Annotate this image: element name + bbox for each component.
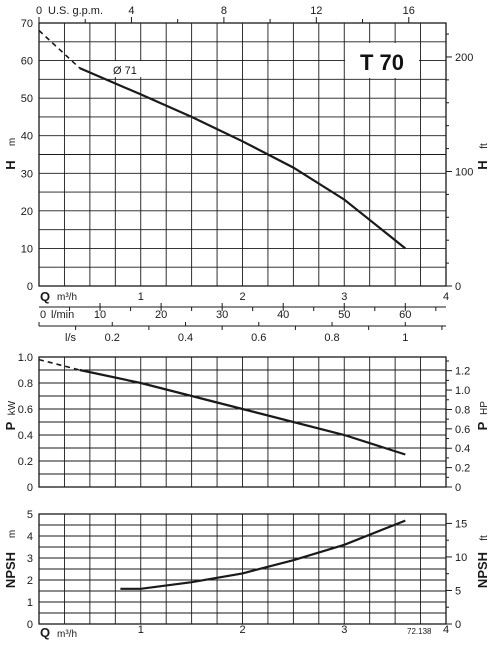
npsh-x-axis-unit: m³/h — [57, 629, 77, 640]
head-y-tick: 70 — [21, 18, 33, 30]
npsh-x-tick: 3 — [341, 624, 347, 636]
head-y-axis-label: H — [3, 160, 18, 169]
title-background — [345, 43, 419, 78]
flow-ls-tick: 0.2 — [105, 332, 120, 344]
head-y-tick: 60 — [21, 56, 33, 68]
power-y2-axis-label: P — [475, 421, 490, 430]
power-y-tick: 0.2 — [18, 456, 33, 468]
gpm-tick: 16 — [403, 5, 415, 17]
power-extrapolated-line — [38, 358, 80, 371]
npsh-x-tick: 4 — [443, 624, 449, 636]
npsh-y-tick: 1 — [27, 597, 33, 609]
gpm-label: U.S. g.p.m. — [48, 5, 103, 17]
head-y-tick: 40 — [21, 131, 33, 143]
power-y2-tick: 0.6 — [455, 424, 470, 436]
npsh-y2-tick: 5 — [455, 585, 461, 597]
head-extrapolated-line — [38, 29, 81, 69]
npsh-y-tick: 0 — [27, 619, 33, 631]
gpm-tick: 0 — [36, 5, 42, 17]
annotation-background — [109, 61, 143, 77]
flow-m3h-tick: 3 — [341, 291, 347, 303]
head-y-tick: 20 — [21, 206, 33, 218]
flow-lmin-tick: 10 — [94, 309, 106, 321]
power-y-axis-label: P — [3, 421, 18, 430]
power-y2-tick: 0 — [455, 482, 461, 494]
plot-frame — [38, 22, 447, 287]
head-y2-axis-unit: ft — [479, 143, 490, 149]
npsh-y2-tick: 10 — [455, 552, 467, 564]
npsh-y2-tick: 0 — [455, 619, 461, 631]
power-y2-tick: 0.4 — [455, 443, 470, 455]
flow-lmin-zero: 0 — [40, 309, 46, 321]
npsh-y-tick: 3 — [27, 553, 33, 565]
flow-lmin-tick: 60 — [399, 309, 411, 321]
flow-lmin-tick: 50 — [338, 309, 350, 321]
power-y-tick: 0.6 — [18, 404, 33, 416]
power-y-tick: 0.4 — [18, 430, 33, 442]
head-y2-tick: 0 — [455, 281, 461, 293]
head-curve-line — [79, 67, 406, 250]
power-y-axis-unit: kW — [7, 400, 18, 415]
power-curve-line — [79, 368, 406, 456]
flow-lmin-label: l/min — [51, 309, 74, 321]
figure-code: 72.138 — [407, 627, 432, 636]
npsh-x-tick: 2 — [239, 624, 245, 636]
npsh-y-tick: 2 — [27, 575, 33, 587]
chart-title: T 70 — [360, 50, 404, 75]
plot-frame — [38, 356, 447, 488]
flow-m3h-tick: 1 — [138, 291, 144, 303]
flow-ls-tick: 0.6 — [251, 332, 266, 344]
flow-ls-tick: 1 — [402, 332, 408, 344]
plot-frame — [38, 513, 447, 625]
npsh-y-axis-label: NPSH — [3, 552, 18, 588]
impeller-diameter-label: Ø 71 — [113, 65, 137, 77]
head-y2-tick: 200 — [455, 52, 473, 64]
gpm-tick: 4 — [128, 5, 134, 17]
flow-lmin-tick: 40 — [277, 309, 289, 321]
npsh-y2-axis-label: NPSH — [475, 552, 490, 588]
power-y-tick: 0.8 — [18, 378, 33, 390]
npsh-y2-tick: 15 — [455, 518, 467, 530]
head-y-tick: 30 — [21, 168, 33, 180]
power-y2-tick: 1.0 — [455, 385, 470, 397]
npsh-x-tick: 1 — [138, 624, 144, 636]
gpm-tick: 12 — [310, 5, 322, 17]
head-y-tick: 50 — [21, 93, 33, 105]
npsh-y-axis-unit: m — [7, 530, 18, 538]
head-y-axis-unit: m — [7, 138, 18, 146]
head-y2-tick: 100 — [455, 166, 473, 178]
npsh-x-axis-label: Q — [40, 625, 50, 640]
npsh-y-tick: 4 — [27, 531, 33, 543]
flow-m3h-unit: m³/h — [57, 292, 77, 303]
flow-q-label: Q — [40, 289, 50, 304]
npsh-y2-axis-unit: ft — [479, 535, 490, 541]
head-y-tick: 0 — [27, 281, 33, 293]
power-y2-tick: 0.2 — [455, 463, 470, 475]
flow-lmin-tick: 20 — [155, 309, 167, 321]
flow-ls-label: l/s — [65, 332, 77, 344]
head-y2-axis-label: H — [475, 160, 490, 169]
npsh-y-tick: 5 — [27, 509, 33, 521]
head-y-tick: 10 — [21, 243, 33, 255]
flow-m3h-tick: 2 — [239, 291, 245, 303]
flow-ls-tick: 0.4 — [178, 332, 193, 344]
flow-ls-tick: 0.8 — [324, 332, 339, 344]
gpm-tick: 8 — [221, 5, 227, 17]
power-y2-axis-unit: HP — [479, 401, 490, 415]
npsh-curve-line — [120, 519, 406, 590]
flow-m3h-tick: 4 — [443, 291, 449, 303]
power-y-tick: 1.0 — [18, 352, 33, 364]
power-y2-tick: 0.8 — [455, 404, 470, 416]
flow-lmin-tick: 30 — [216, 309, 228, 321]
power-y-tick: 0 — [27, 482, 33, 494]
power-y2-tick: 1.2 — [455, 366, 470, 378]
